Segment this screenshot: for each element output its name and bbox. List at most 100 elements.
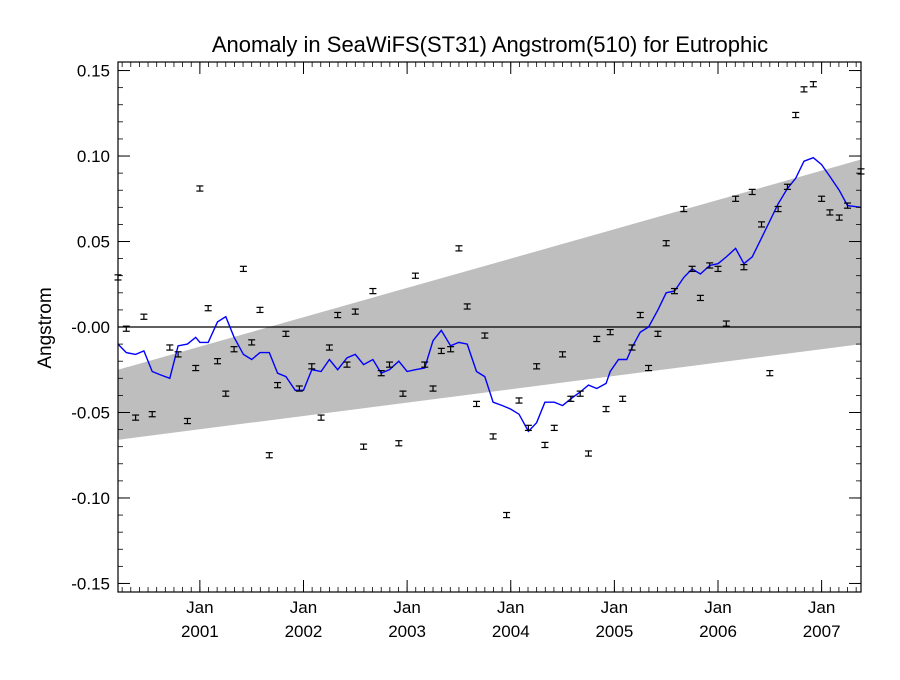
chart-title: Anomaly in SeaWiFS(ST31) Angstrom(510) f… [212, 32, 768, 57]
x-tick-month-label: Jan [497, 598, 524, 617]
y-tick-label: -0.05 [71, 403, 110, 422]
error-bar-point [360, 443, 368, 450]
error-bar-point [636, 311, 644, 319]
x-tick-month-label: Jan [704, 598, 731, 617]
error-bar-point [740, 263, 748, 271]
y-tick-label: 0.15 [77, 62, 110, 81]
error-bar-point [132, 414, 140, 421]
ticks-layer: 0.15 0.10 0.05 -0.00 -0.05 -0.10 -0.15 Jan 2001 J… [71, 62, 861, 641]
error-bar-point [844, 202, 852, 209]
running-mean-line [117, 156, 862, 433]
x-tick-month-label: Jan [290, 598, 317, 617]
x-tick-year-label: 2003 [388, 622, 426, 641]
error-bar-point [732, 195, 740, 202]
error-bar-point [148, 411, 156, 418]
error-bar-point [473, 400, 481, 408]
error-bar-point [835, 214, 843, 221]
error-bar-point [265, 452, 273, 459]
trend-line-layer [117, 156, 862, 433]
error-bar-point [317, 414, 325, 421]
error-bar-point [576, 390, 584, 397]
error-bar-point [429, 385, 437, 392]
error-bar-point [792, 111, 800, 119]
error-bar-point [722, 320, 730, 327]
y-axis-label: Angstrom [35, 287, 56, 368]
error-bar-point [256, 306, 264, 314]
x-tick-year-label: 2004 [492, 622, 530, 641]
y-tick-label: -0.10 [71, 489, 110, 508]
error-bar-point [619, 395, 627, 402]
error-bar-point [584, 450, 592, 457]
error-bar-point [670, 287, 678, 295]
x-tick-year-label: 2005 [595, 622, 633, 641]
error-bar-point [783, 183, 791, 190]
error-bar-point [248, 339, 256, 346]
error-bar-point [593, 335, 601, 343]
error-bar-point [386, 361, 394, 368]
error-bar-point [183, 417, 191, 425]
error-bar-point [550, 424, 558, 432]
error-bar-point [377, 369, 385, 377]
error-bar-point [818, 195, 826, 202]
error-bar-point [421, 361, 429, 368]
error-bar-point [334, 311, 342, 319]
error-bar-point [447, 346, 455, 353]
confidence-band-layer [118, 159, 861, 440]
y-tick-label: 0.10 [77, 147, 110, 166]
data-points-layer [114, 81, 865, 519]
error-bar-point [230, 346, 238, 353]
x-tick-month-label: Jan [601, 598, 628, 617]
error-bar-point [696, 294, 704, 302]
error-bar-point [826, 209, 834, 216]
error-bar-point [274, 381, 282, 389]
error-bar-point [282, 330, 290, 338]
error-bar-point [213, 358, 221, 365]
error-bar-point [800, 86, 808, 93]
error-bar-point [489, 433, 497, 440]
error-bar-point [395, 440, 403, 447]
error-bar-point [809, 81, 817, 88]
error-bar-point [559, 351, 567, 358]
error-bar-point [714, 265, 722, 273]
error-bar-point [748, 188, 756, 196]
error-bar-point [654, 330, 662, 338]
error-bar-point [567, 395, 575, 402]
x-tick-month-label: Jan [393, 598, 420, 617]
confidence-band [118, 159, 861, 440]
error-bar-point [295, 385, 303, 392]
error-bar-point [766, 369, 774, 377]
error-bar-point [369, 287, 377, 295]
y-tick-label: 0.05 [77, 233, 110, 252]
error-bar-point [680, 205, 688, 213]
error-bar-point [343, 361, 351, 368]
error-bar-point [399, 390, 407, 397]
y-tick-label: -0.15 [71, 574, 110, 593]
error-bar-point [325, 344, 333, 351]
error-bar-point [308, 363, 316, 370]
x-tick-year-label: 2007 [803, 622, 841, 641]
error-bar-point [166, 344, 174, 351]
error-bar-point [196, 185, 204, 192]
error-bar-point [606, 328, 614, 336]
error-bar-point [481, 332, 489, 339]
error-bar-point [628, 344, 636, 351]
error-bar-point [192, 364, 200, 372]
x-tick-year-label: 2006 [699, 622, 737, 641]
error-bar-point [774, 205, 782, 213]
error-bar-point [222, 390, 230, 397]
error-bar-point [533, 363, 541, 370]
error-bar-point [706, 262, 714, 269]
error-bar-point [174, 351, 182, 358]
error-bar-point [239, 265, 247, 273]
error-bar-point [515, 397, 523, 404]
error-bar-point [645, 364, 653, 372]
error-bar-point [503, 511, 511, 519]
x-tick-year-label: 2002 [285, 622, 323, 641]
error-bar-point [437, 347, 445, 355]
error-bar-point [602, 405, 610, 413]
error-bar-point [541, 441, 549, 449]
error-bar-point [688, 265, 696, 273]
error-bar-point [662, 240, 670, 247]
